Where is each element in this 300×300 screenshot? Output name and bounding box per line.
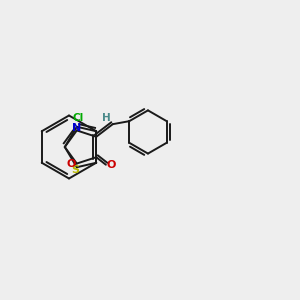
Text: H: H bbox=[102, 112, 110, 123]
Text: O: O bbox=[67, 159, 76, 169]
Text: S: S bbox=[71, 165, 79, 175]
Text: N: N bbox=[72, 123, 81, 133]
Text: O: O bbox=[106, 160, 116, 170]
Text: Cl: Cl bbox=[73, 113, 84, 123]
